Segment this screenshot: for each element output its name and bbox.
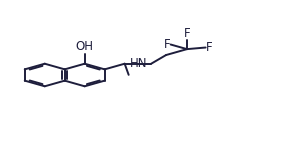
Text: HN: HN — [130, 57, 148, 70]
Text: F: F — [206, 41, 212, 54]
Text: F: F — [184, 27, 190, 40]
Text: F: F — [164, 38, 170, 51]
Text: OH: OH — [76, 40, 94, 53]
